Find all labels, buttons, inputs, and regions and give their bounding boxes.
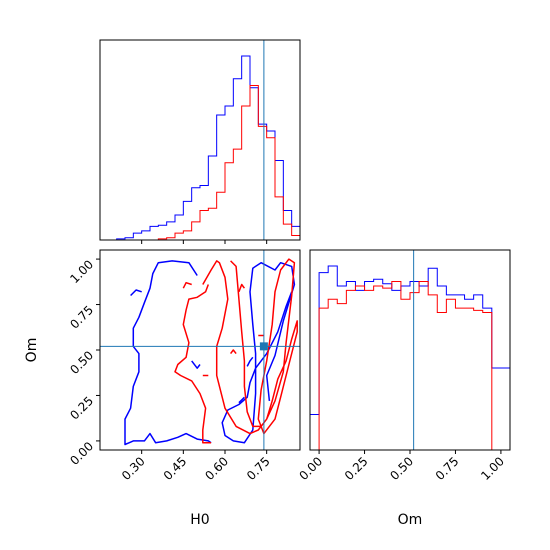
om-marginal-tick-label-2: 0.25: [342, 454, 371, 483]
contour-series-2-line-3: [182, 281, 192, 289]
h0-om-contours: [124, 258, 298, 446]
h0-axis-ticks: 0.30 0.45 0.60 0.75: [119, 450, 273, 483]
h0-marginal-panel: [99, 39, 301, 244]
om-histogram-series-1: [309, 265, 511, 450]
om-tick-label-4: 0.75: [67, 303, 96, 332]
om-tick-label-5: 1.00: [67, 257, 96, 286]
h0-marginal-frame: [99, 39, 301, 241]
om-marginal-tick-label-4: 0.75: [433, 454, 462, 483]
om-marginal-tick-label-5: 1.00: [478, 454, 507, 483]
contour-series-1-line-1: [124, 260, 212, 446]
contour-series-1-line-4: [191, 360, 201, 369]
truth-point-marker: [259, 342, 268, 351]
contour-series-2-line-6: [230, 349, 237, 355]
om-tick-label-3: 0.50: [67, 348, 96, 377]
h0-tick-label-2: 0.45: [161, 454, 190, 483]
h0-marginal-ticks: [141, 240, 268, 244]
om-marginal-panel: 0.00 0.25 0.50 0.75 1.00 Om: [296, 249, 511, 528]
h0-histogram-series-2: [100, 85, 301, 241]
om-marginal-axis-label: Om: [398, 512, 423, 528]
om-marginal-tick-label-3: 0.50: [387, 454, 416, 483]
om-marginal-frame: [309, 249, 511, 451]
h0-om-contour-frame: [99, 249, 301, 451]
om-histogram-series-2: [310, 281, 510, 451]
h0-tick-label-1: 0.30: [119, 454, 148, 483]
contour-series-2-line-1: [174, 284, 212, 444]
contour-series-1-line-5: [246, 356, 254, 367]
om-marginal-histograms: [309, 265, 511, 451]
contour-series-1-line-3: [130, 289, 142, 297]
contour-series-2-line-4: [238, 283, 246, 293]
h0-tick-label-4: 0.75: [244, 454, 273, 483]
h0-om-contour-panel: 0.30 0.45 0.60 0.75 0.00 0.25 0.50 0.75 1.00 H0…: [24, 249, 301, 528]
om-tick-label-2: 0.25: [67, 394, 96, 423]
om-axis-ticks: 0.00 0.25 0.50 0.75 1.00: [67, 257, 100, 468]
h0-tick-label-3: 0.60: [202, 454, 231, 483]
contour-series-2-line-2: [202, 258, 298, 435]
om-tick-label-1: 0.00: [67, 439, 96, 468]
om-marginal-ticks: 0.00 0.25 0.50 0.75 1.00: [296, 450, 507, 483]
h0-axis-label: H0: [190, 512, 209, 528]
h0-marginal-histograms: [100, 55, 301, 241]
h0-histogram-series-1: [100, 55, 301, 241]
contour-series-1-line-6: [238, 396, 245, 404]
om-axis-label: Om: [24, 338, 40, 363]
om-marginal-tick-label-1: 0.00: [296, 454, 325, 483]
